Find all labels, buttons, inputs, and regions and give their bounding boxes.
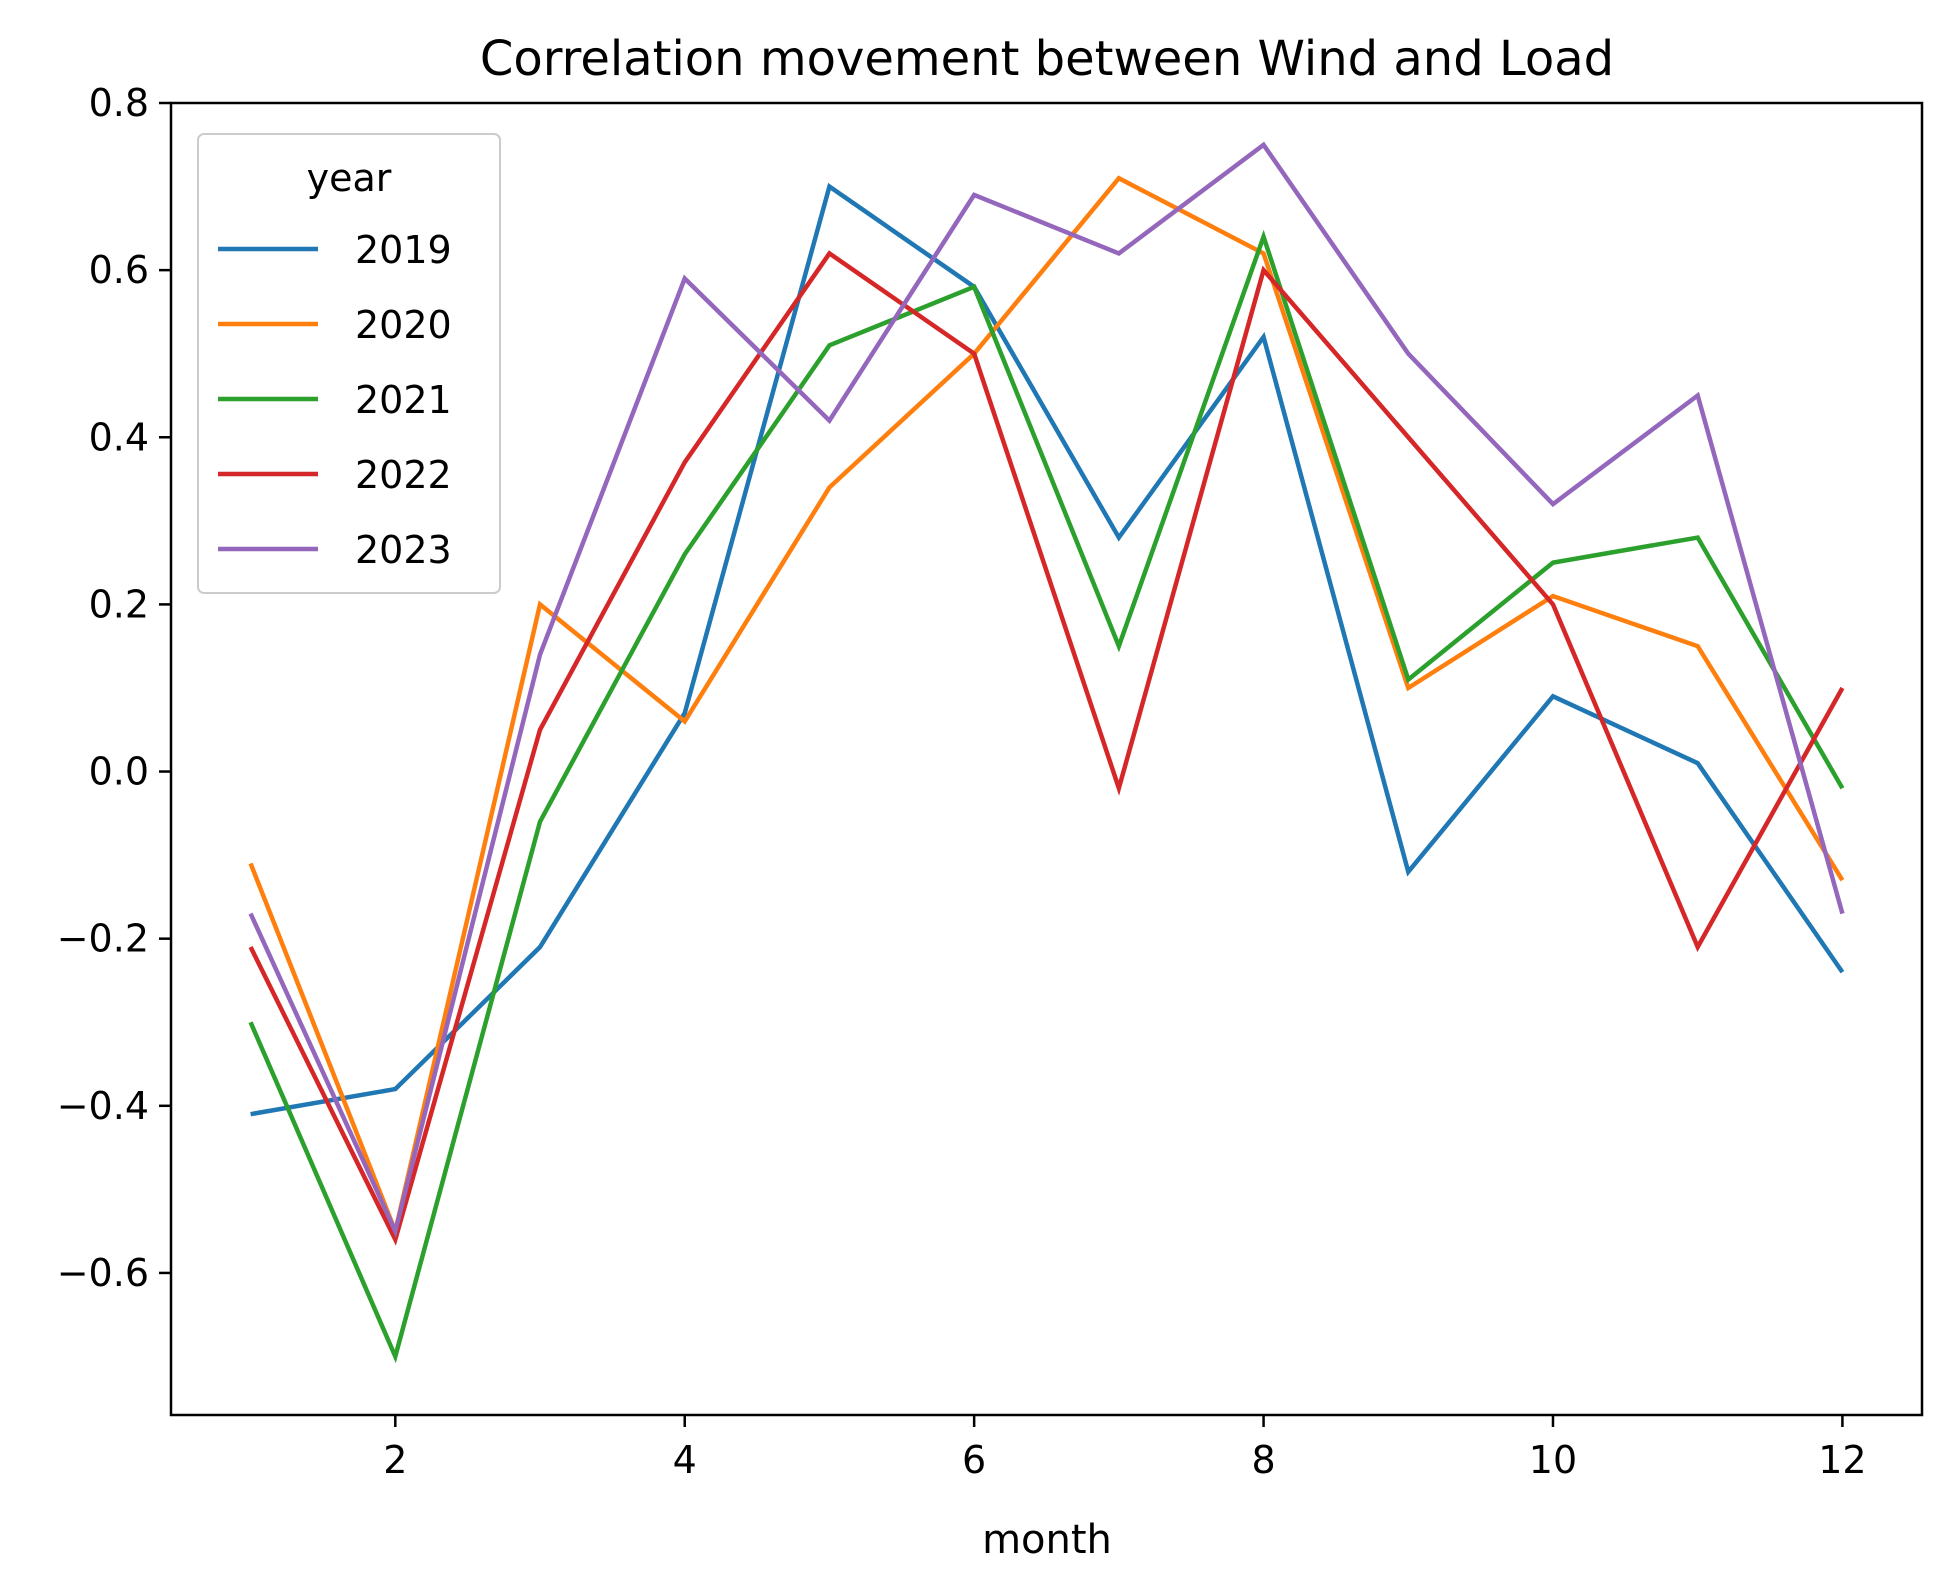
y-axis: −0.6 −0.4 −0.2 0.0 0.2 0.4 0.6 0.8 — [57, 81, 171, 1295]
x-tick-label: 4 — [673, 1438, 697, 1482]
legend-label-2020: 2020 — [355, 303, 452, 347]
legend-label-2019: 2019 — [355, 228, 452, 272]
y-tick-label: 0.6 — [89, 248, 149, 292]
series-lines — [248, 141, 1845, 1364]
x-tick-label: 10 — [1529, 1438, 1577, 1482]
series-line-2023 — [248, 141, 1845, 1238]
legend-title: year — [307, 156, 392, 200]
legend: year 2019 2020 2021 2022 2023 — [197, 133, 501, 594]
series-line-2021 — [248, 229, 1845, 1364]
plot-frame — [169, 101, 1924, 1417]
chart-title: Correlation movement between Wind and Lo… — [480, 31, 1614, 87]
x-tick-label: 2 — [383, 1438, 407, 1482]
x-tick-label: 12 — [1818, 1438, 1866, 1482]
legend-box — [197, 133, 501, 594]
legend-label-2023: 2023 — [355, 528, 452, 572]
x-tick-label: 6 — [962, 1438, 986, 1482]
y-tick-label: 0.4 — [89, 415, 149, 459]
x-tick-label: 8 — [1251, 1438, 1275, 1482]
y-tick-label: −0.2 — [57, 917, 149, 961]
x-axis-label: month — [982, 1517, 1112, 1563]
series-line-2019 — [250, 182, 1845, 1117]
series-line-2022 — [248, 250, 1845, 1246]
y-tick-label: 0.0 — [89, 750, 149, 794]
series-line-2020 — [248, 175, 1845, 1239]
y-tick-label: −0.4 — [57, 1084, 149, 1128]
y-tick-label: 0.8 — [89, 81, 149, 125]
legend-label-2021: 2021 — [355, 378, 452, 422]
x-axis: 2 4 6 8 10 12 — [383, 1415, 1867, 1482]
legend-label-2022: 2022 — [355, 453, 452, 497]
y-tick-label: −0.6 — [57, 1251, 149, 1295]
y-tick-label: 0.2 — [89, 582, 149, 626]
